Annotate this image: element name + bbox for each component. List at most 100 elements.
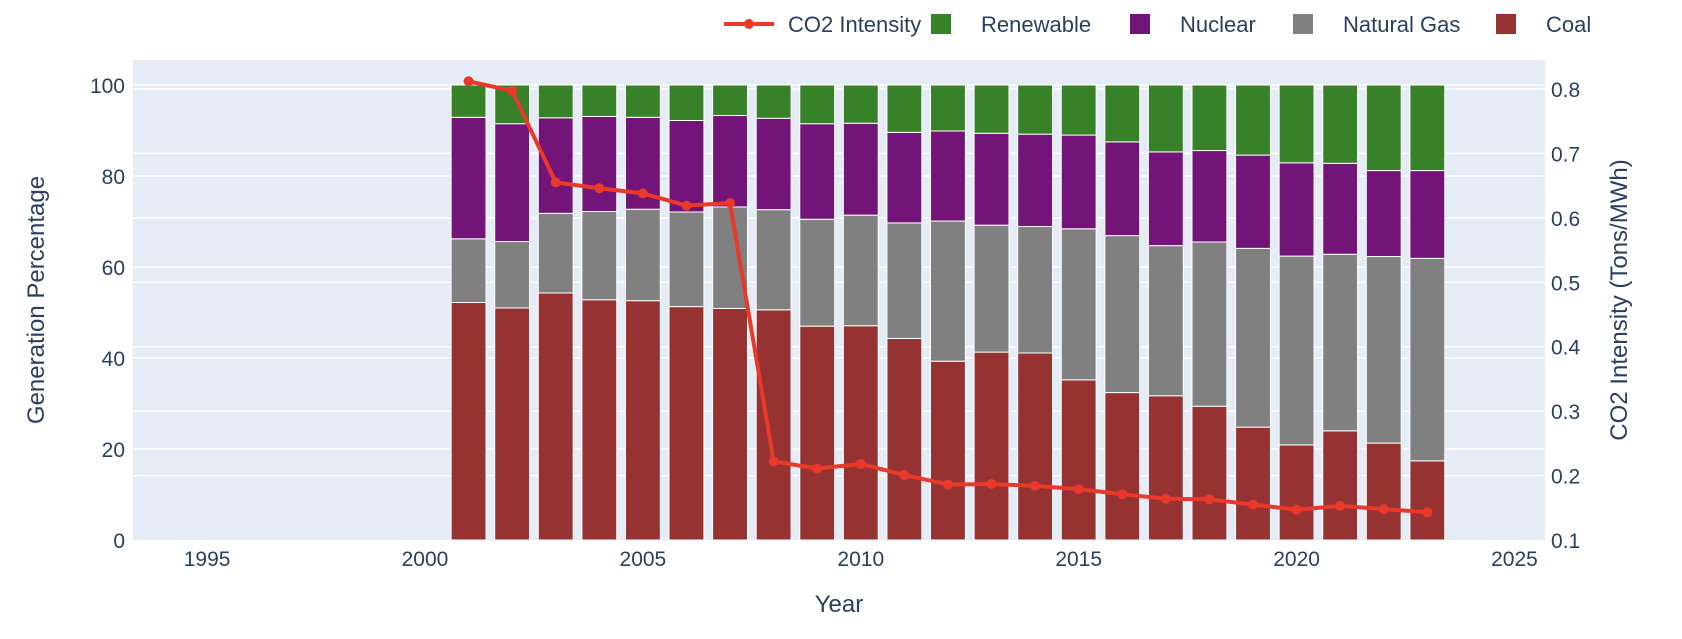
y2-tick-label: 0.2 <box>1551 466 1580 489</box>
bar-natural-gas <box>494 241 531 309</box>
y-axis: 0 20 40 60 80 100 <box>90 75 125 553</box>
bar-natural-gas <box>1365 256 1402 444</box>
bar-natural-gas <box>668 211 705 308</box>
bar-nuclear <box>712 115 748 208</box>
bar-natural-gas <box>1235 247 1271 428</box>
bar-renewable <box>1278 84 1315 164</box>
bar-natural-gas <box>537 212 574 294</box>
bar-renewable <box>624 84 661 118</box>
bar-coal <box>1060 379 1097 541</box>
bar-natural-gas <box>1191 241 1228 407</box>
bar-natural-gas <box>1060 228 1097 381</box>
bar-coal <box>842 325 879 541</box>
bar-coal <box>450 302 487 541</box>
co2-intensity-point <box>1160 493 1171 504</box>
bar-nuclear <box>537 117 574 214</box>
bar-coal <box>973 351 1010 541</box>
co2-intensity-point <box>1204 494 1215 505</box>
bar-natural-gas <box>712 206 748 309</box>
bar-natural-gas <box>799 218 836 327</box>
y-tick-label: 40 <box>102 348 125 371</box>
bar-renewable <box>1191 84 1228 152</box>
co2-intensity-point <box>1378 504 1389 515</box>
bar-nuclear <box>450 116 487 240</box>
y-tick-label: 20 <box>102 439 125 462</box>
co2-intensity-point <box>1291 504 1302 515</box>
co2-intensity-point <box>681 200 692 211</box>
y-tick-label: 60 <box>102 257 125 280</box>
bar-nuclear <box>581 115 618 213</box>
bar-nuclear <box>1365 170 1402 258</box>
bar-coal <box>1235 426 1271 541</box>
y2-axis: 0.1 0.2 0.3 0.4 0.5 0.6 0.7 0.8 <box>1551 79 1581 553</box>
bar-coal <box>755 309 792 541</box>
legend-color-swatch <box>1293 14 1313 34</box>
y2-tick-label: 0.1 <box>1551 530 1580 553</box>
legend-marker-swatch <box>744 19 754 29</box>
co2-intensity-point <box>725 198 736 209</box>
co2-intensity-point <box>812 463 823 474</box>
bar-coal <box>1191 405 1228 541</box>
bar-renewable <box>842 84 879 124</box>
co2-intensity-point <box>1117 489 1128 500</box>
bar-natural-gas <box>624 208 661 302</box>
co2-intensity-point <box>1030 480 1041 491</box>
x-axis: 1995 2000 2005 2010 2015 2020 2025 <box>184 548 1538 571</box>
bar-nuclear <box>1147 151 1184 247</box>
bar-natural-gas <box>886 222 923 339</box>
bar-coal <box>537 292 574 541</box>
bar-coal <box>886 337 923 541</box>
bar-nuclear <box>842 122 879 216</box>
bar-renewable <box>1409 84 1446 172</box>
legend-item-natural-gas: Natural Gas <box>1293 12 1460 37</box>
bar-renewable <box>799 84 836 125</box>
y2-tick-label: 0.6 <box>1551 208 1580 231</box>
y-tick-label: 0 <box>113 530 125 553</box>
bar-natural-gas <box>842 214 879 327</box>
x-tick-label: 2010 <box>837 548 884 571</box>
bar-renewable <box>1104 84 1141 143</box>
y2-tick-label: 0.3 <box>1551 401 1580 424</box>
bar-nuclear <box>973 132 1010 226</box>
bar-coal <box>930 360 966 541</box>
bar-coal <box>581 299 618 541</box>
bar-nuclear <box>755 117 792 211</box>
co2-intensity-point <box>1248 499 1259 510</box>
y2-tick-label: 0.4 <box>1551 337 1581 360</box>
co2-intensity-point <box>463 76 474 87</box>
co2-intensity-point <box>550 177 561 188</box>
bar-renewable <box>886 84 923 133</box>
legend-color-swatch <box>1496 14 1516 34</box>
bar-natural-gas <box>755 209 792 311</box>
co2-intensity-point <box>507 85 518 96</box>
bar-nuclear <box>494 123 531 243</box>
x-tick-label: 2020 <box>1273 548 1320 571</box>
legend: CO2 Intensity Renewable Nuclear Natural Gas… <box>724 12 1591 37</box>
bar-renewable <box>1235 84 1271 156</box>
y-tick-label: 80 <box>102 166 125 189</box>
y-tick-label: 100 <box>90 75 125 98</box>
x-tick-label: 2025 <box>1491 548 1538 571</box>
bar-coal <box>1104 392 1141 541</box>
bar-nuclear <box>1235 154 1271 249</box>
bar-nuclear <box>886 131 923 224</box>
bar-nuclear <box>930 130 966 222</box>
bar-natural-gas <box>1278 255 1315 446</box>
bar-coal <box>494 307 531 541</box>
bar-nuclear <box>1104 141 1141 237</box>
bar-renewable <box>1147 84 1184 153</box>
legend-item-renewable: Renewable <box>931 12 1091 37</box>
co2-intensity-point <box>942 479 953 490</box>
bar-nuclear <box>1409 170 1446 259</box>
bar-natural-gas <box>1104 235 1141 394</box>
bar-natural-gas <box>930 220 966 362</box>
bar-coal <box>668 306 705 541</box>
bar-renewable <box>712 84 748 117</box>
bar-nuclear <box>668 120 705 213</box>
bar-renewable <box>1017 84 1054 135</box>
bar-coal <box>1365 442 1402 541</box>
bar-nuclear <box>1017 133 1054 228</box>
bar-coal <box>1147 395 1184 541</box>
bar-coal <box>1017 352 1054 541</box>
